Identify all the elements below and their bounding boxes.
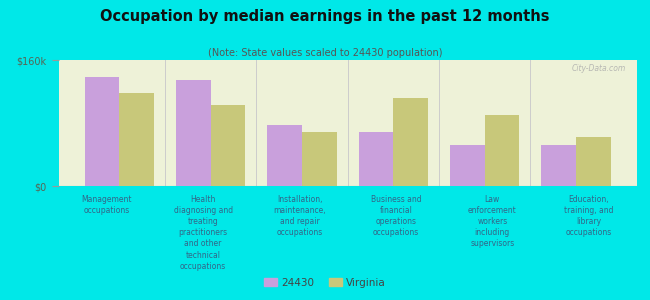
Text: Law
enforcement
workers
including
supervisors: Law enforcement workers including superv… [468, 195, 517, 248]
Bar [211, 105, 246, 186]
Text: City-Data.com: City-Data.com [571, 64, 625, 73]
Text: Management
occupations: Management occupations [81, 195, 132, 215]
Bar [267, 124, 302, 186]
Text: (Note: State values scaled to 24430 population): (Note: State values scaled to 24430 popu… [208, 48, 442, 58]
Bar [84, 77, 120, 186]
Bar [176, 80, 211, 186]
Bar [359, 132, 393, 186]
Text: Education,
training, and
library
occupations: Education, training, and library occupat… [564, 195, 614, 237]
Bar [576, 137, 611, 186]
Bar [302, 132, 337, 186]
Text: Health
diagnosing and
treating
practitioners
and other
technical
occupations: Health diagnosing and treating practitio… [174, 195, 233, 271]
Bar [541, 145, 576, 186]
Bar [450, 145, 485, 186]
Bar [485, 115, 519, 186]
Bar [120, 93, 154, 186]
Bar [393, 98, 428, 186]
Text: Business and
financial
operations
occupations: Business and financial operations occupa… [370, 195, 421, 237]
Text: Installation,
maintenance,
and repair
occupations: Installation, maintenance, and repair oc… [273, 195, 326, 237]
Legend: 24430, Virginia: 24430, Virginia [260, 274, 390, 292]
Text: Occupation by median earnings in the past 12 months: Occupation by median earnings in the pas… [100, 9, 550, 24]
